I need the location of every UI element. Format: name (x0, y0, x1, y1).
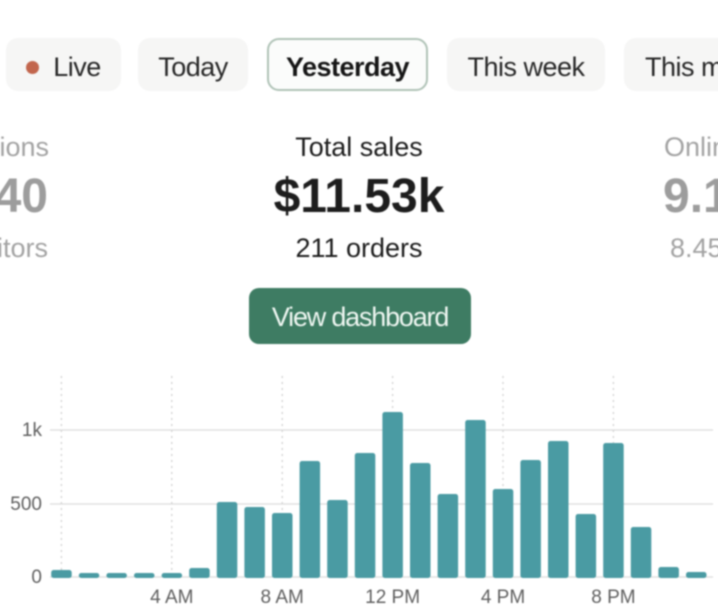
svg-text:4 PM: 4 PM (481, 587, 525, 608)
svg-text:8 AM: 8 AM (261, 587, 304, 608)
svg-text:4 AM: 4 AM (150, 587, 193, 608)
svg-text:500: 500 (10, 494, 42, 515)
svg-text:1k: 1k (22, 420, 43, 441)
svg-text:12 PM: 12 PM (365, 587, 420, 608)
svg-text:8 PM: 8 PM (591, 587, 635, 608)
svg-text:0: 0 (31, 567, 42, 588)
